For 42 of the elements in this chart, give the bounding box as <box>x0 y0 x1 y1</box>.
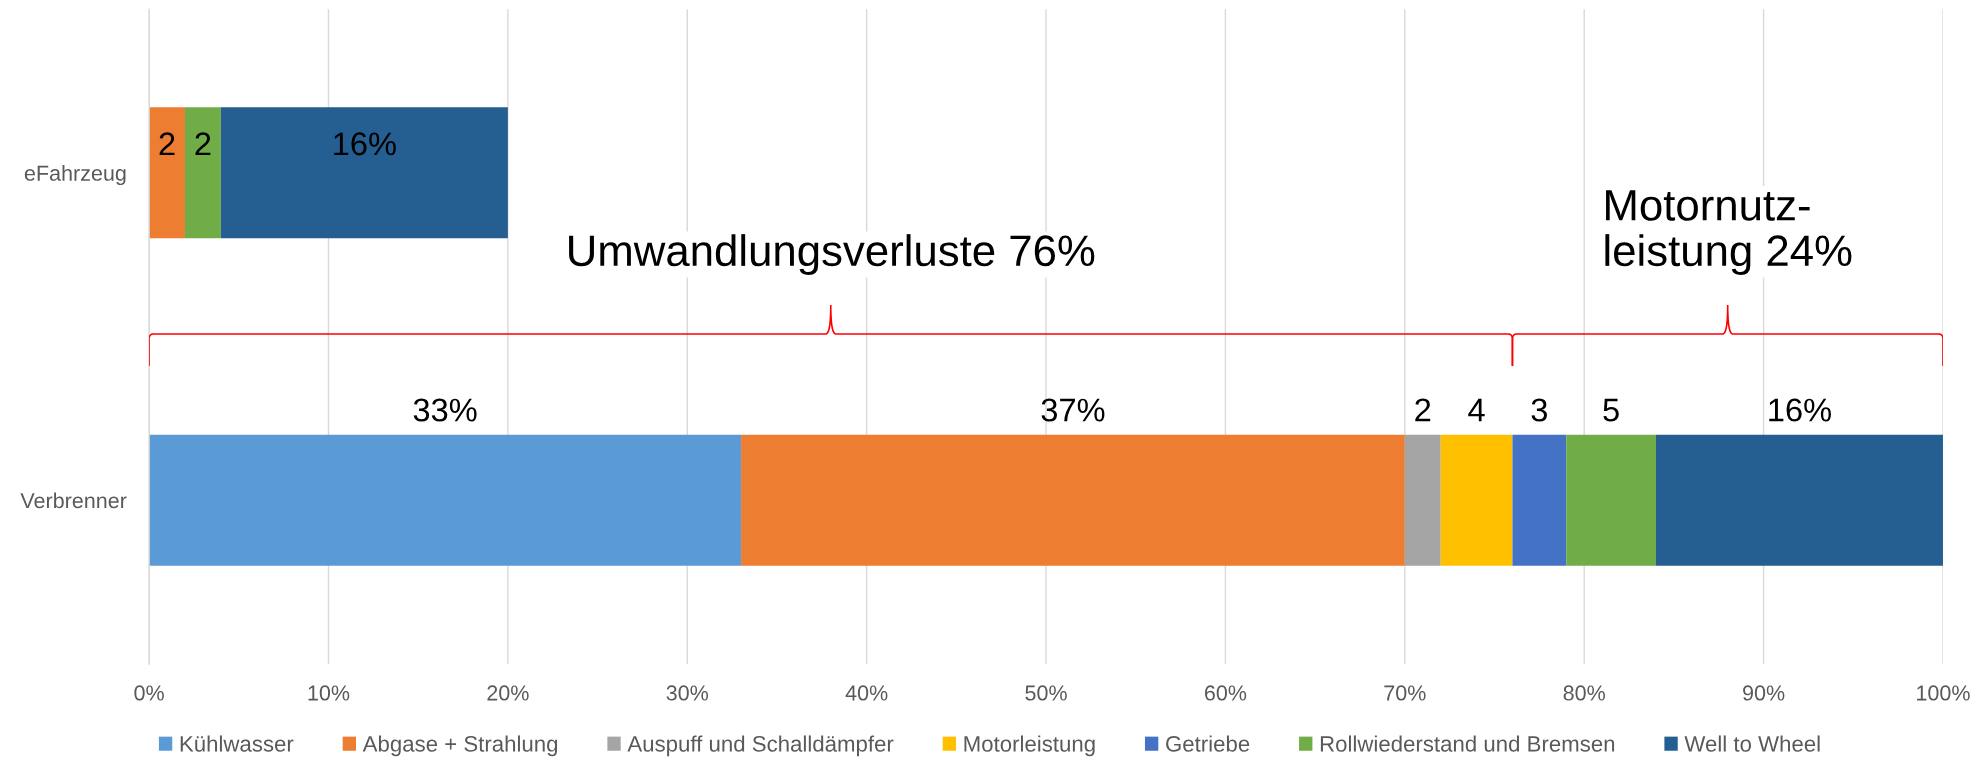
legend-label: Abgase + Strahlung <box>362 735 558 757</box>
x-tick-label: 70% <box>1384 685 1426 701</box>
bar <box>1440 434 1513 566</box>
x-tick-label: 40% <box>845 685 888 701</box>
x-tick-label: 60% <box>1204 685 1247 701</box>
legend-label: Auspuff und Schalldämpfer <box>627 735 894 757</box>
data-label: 5 <box>1603 398 1619 422</box>
x-tick-label: 50% <box>1025 685 1067 701</box>
bar <box>1566 434 1656 566</box>
bar <box>184 107 221 239</box>
x-tick-label: 10% <box>308 685 350 701</box>
data-label: 16% <box>334 132 396 156</box>
bar <box>149 434 742 566</box>
legend-label: Rollwiederstand und Bremsen <box>1320 735 1615 752</box>
legend-label: Getriebe <box>1166 735 1250 752</box>
x-tick-label: 100% <box>1917 685 1970 701</box>
data-label: 4 <box>1468 398 1485 422</box>
bar <box>1404 434 1441 566</box>
x-tick-label: 0% <box>134 685 164 701</box>
data-label: 37% <box>1041 398 1105 422</box>
x-tick-label: 30% <box>666 685 709 701</box>
annotation: Umwandlungsverluste 76% <box>569 234 1095 275</box>
legend-label: Well to Wheel <box>1684 735 1820 752</box>
data-label: 2 <box>1415 398 1431 422</box>
y-tick-label: Verbrenner <box>20 492 127 509</box>
legend-label: Kühlwasser <box>180 735 294 752</box>
x-tick-label: 90% <box>1743 685 1785 701</box>
data-label: 2 <box>195 132 211 156</box>
y-tick-label: eFahrzeug <box>24 165 126 186</box>
data-label: 3 <box>1531 398 1547 422</box>
x-tick-label: 80% <box>1563 685 1605 701</box>
bar <box>741 434 1405 566</box>
x-tick-label: 20% <box>487 685 529 701</box>
bar <box>149 107 185 239</box>
legend-label: Motorleistung <box>964 735 1095 757</box>
data-label: 16% <box>1769 398 1831 422</box>
data-label: 33% <box>413 398 477 422</box>
bar <box>220 107 508 239</box>
annotation: Motornutz- leistung 24% <box>1605 190 1852 275</box>
bar <box>1512 434 1567 566</box>
bar <box>1655 434 1943 566</box>
data-label: 2 <box>159 132 175 156</box>
